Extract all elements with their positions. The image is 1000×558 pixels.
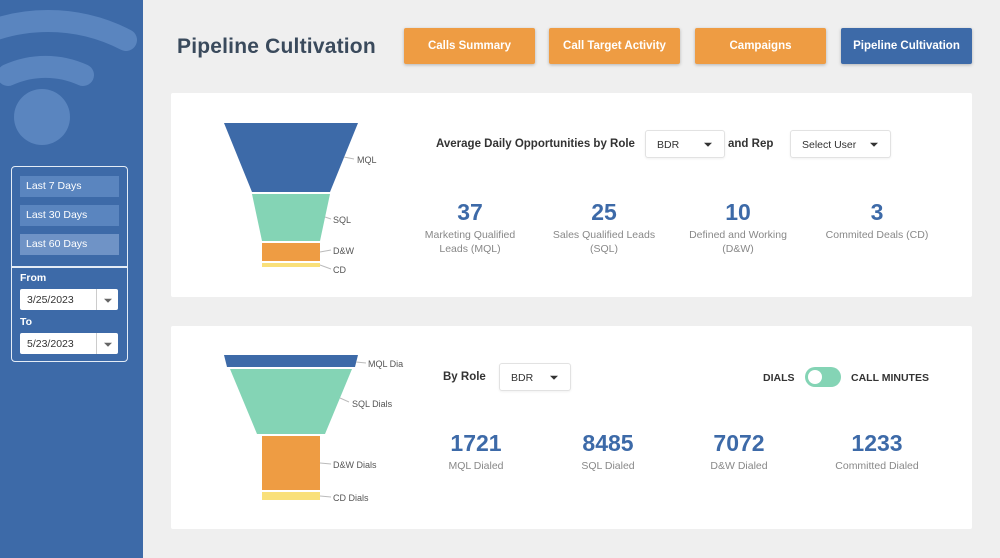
to-date-field[interactable]: 5/23/2023 bbox=[20, 333, 118, 354]
sidebar: Last 7 Days Last 30 Days Last 60 Days Fr… bbox=[0, 0, 143, 558]
tab-pipeline-cultivation[interactable]: Pipeline Cultivation bbox=[841, 28, 972, 64]
range-last-30-days[interactable]: Last 30 Days bbox=[20, 205, 119, 226]
funnel-mql-dials bbox=[224, 355, 358, 367]
chevron-down-icon bbox=[870, 142, 878, 147]
from-date-dropdown[interactable] bbox=[96, 289, 118, 310]
funnel-leader-mql bbox=[343, 156, 355, 160]
tab-campaigns[interactable]: Campaigns bbox=[695, 28, 826, 64]
page-title: Pipeline Cultivation bbox=[177, 35, 376, 58]
metric-sql-dialed-label: SQL Dialed bbox=[581, 460, 635, 472]
funnel-label-cd: CD bbox=[333, 265, 346, 275]
metric-sql-dialed: 8485 SQL Dialed bbox=[538, 430, 678, 473]
funnel-label-mql-dials: MQL Dia bbox=[368, 359, 404, 369]
wifi-logo-icon bbox=[0, 10, 137, 145]
dials-call-minutes-toggle[interactable] bbox=[805, 367, 841, 387]
dials-card: MQL Dia SQL Dials D&W Dials CD Dials By … bbox=[171, 326, 972, 529]
range-last-7-days[interactable]: Last 7 Days bbox=[20, 176, 119, 197]
metric-cd-label-line1: Commited Deals (CD) bbox=[825, 229, 929, 241]
metric-mql-dialed-value: 1721 bbox=[450, 430, 502, 456]
panel-divider bbox=[12, 266, 127, 268]
metric-dw-value: 10 bbox=[725, 199, 751, 225]
and-rep-label: and Rep bbox=[728, 138, 774, 150]
funnel-mql bbox=[224, 123, 358, 192]
funnel-leader-cd bbox=[319, 264, 332, 270]
opportunities-funnel-chart bbox=[224, 123, 358, 270]
funnel-label-dw: D&W bbox=[333, 246, 354, 256]
funnel-dw bbox=[262, 243, 320, 261]
from-label: From bbox=[20, 272, 47, 284]
funnel-sql-dials bbox=[230, 369, 352, 434]
funnel-label-sql: SQL bbox=[333, 215, 352, 225]
chevron-down-icon bbox=[103, 342, 112, 347]
toggle-label-call-minutes: CALL MINUTES bbox=[851, 372, 929, 384]
metric-sql: 25 Sales Qualified Leads (SQL) bbox=[534, 199, 674, 256]
metric-sql-value: 25 bbox=[591, 199, 617, 225]
toggle-knob bbox=[808, 370, 822, 384]
metric-dw-dialed: 7072 D&W Dialed bbox=[669, 430, 809, 473]
opportunities-heading: Average Daily Opportunities by Role bbox=[436, 138, 635, 150]
funnel-sql bbox=[252, 194, 330, 241]
funnel-dw-dials bbox=[262, 436, 320, 490]
metric-sql-label-line1: Sales Qualified Leads bbox=[552, 229, 656, 241]
role-select-value: BDR bbox=[657, 139, 680, 151]
date-range-panel: Last 7 Days Last 30 Days Last 60 Days Fr… bbox=[11, 166, 128, 362]
metric-dw-label-line1: Defined and Working bbox=[689, 229, 787, 241]
metric-mql-label-line2: Leads (MQL) bbox=[439, 243, 501, 255]
funnel-leader-dw-dials bbox=[319, 462, 332, 465]
funnel-leader-sql-dials bbox=[339, 397, 350, 403]
to-date-dropdown[interactable] bbox=[96, 333, 118, 354]
metric-mql: 37 Marketing Qualified Leads (MQL) bbox=[400, 199, 540, 256]
metric-dw-dialed-value: 7072 bbox=[713, 430, 765, 456]
funnel-label-sql-dials: SQL Dials bbox=[352, 399, 393, 409]
chevron-down-icon bbox=[704, 142, 712, 147]
opportunities-card: MQL SQL D&W CD Average Daily Opportuniti… bbox=[171, 93, 972, 297]
funnel-leader-cd-dials bbox=[319, 495, 332, 498]
funnel-label-cd-dials: CD Dials bbox=[333, 493, 369, 503]
metric-mql-label-line1: Marketing Qualified bbox=[424, 229, 516, 241]
metric-mql-dialed-label: MQL Dialed bbox=[448, 460, 504, 472]
to-date-value: 5/23/2023 bbox=[27, 338, 74, 350]
metric-mql-value: 37 bbox=[457, 199, 483, 225]
metric-dw: 10 Defined and Working (D&W) bbox=[668, 199, 808, 256]
tab-call-target-activity[interactable]: Call Target Activity bbox=[549, 28, 680, 64]
funnel-label-dw-dials: D&W Dials bbox=[333, 460, 377, 470]
metric-sql-dialed-value: 8485 bbox=[582, 430, 634, 456]
funnel-leader-dw bbox=[319, 249, 332, 253]
funnel-label-mql: MQL bbox=[357, 155, 377, 165]
metric-committed-dialed-value: 1233 bbox=[851, 430, 903, 456]
metric-committed-dialed: 1233 Committed Dialed bbox=[807, 430, 947, 473]
user-select-value: Select User bbox=[802, 139, 857, 151]
chevron-down-icon bbox=[103, 298, 112, 303]
metric-mql-dialed: 1721 MQL Dialed bbox=[406, 430, 546, 473]
dials-role-select-value: BDR bbox=[511, 372, 534, 384]
funnel-leader-sql bbox=[324, 216, 332, 220]
by-role-label: By Role bbox=[443, 371, 486, 383]
from-date-field[interactable]: 3/25/2023 bbox=[20, 289, 118, 310]
to-label: To bbox=[20, 316, 33, 328]
user-select[interactable]: Select User bbox=[790, 130, 891, 158]
metric-dw-label-line2: (D&W) bbox=[722, 243, 754, 255]
metric-cd-value: 3 bbox=[870, 199, 884, 225]
chevron-down-icon bbox=[550, 375, 558, 380]
metric-sql-label-line2: (SQL) bbox=[589, 243, 618, 255]
metric-dw-dialed-label: D&W Dialed bbox=[710, 460, 768, 472]
funnel-cd-dials bbox=[262, 492, 320, 500]
dials-role-select[interactable]: BDR bbox=[499, 363, 571, 391]
range-last-60-days[interactable]: Last 60 Days bbox=[20, 234, 119, 255]
funnel-cd bbox=[262, 263, 320, 267]
role-select[interactable]: BDR bbox=[645, 130, 725, 158]
from-date-value: 3/25/2023 bbox=[27, 294, 74, 306]
metric-committed-dialed-label: Committed Dialed bbox=[835, 460, 919, 472]
dials-funnel-chart bbox=[224, 355, 367, 500]
tab-calls-summary[interactable]: Calls Summary bbox=[404, 28, 535, 64]
funnel-leader-mql-dials bbox=[355, 361, 367, 364]
metric-cd: 3 Commited Deals (CD) bbox=[807, 199, 947, 242]
toggle-label-dials: DIALS bbox=[763, 372, 795, 384]
